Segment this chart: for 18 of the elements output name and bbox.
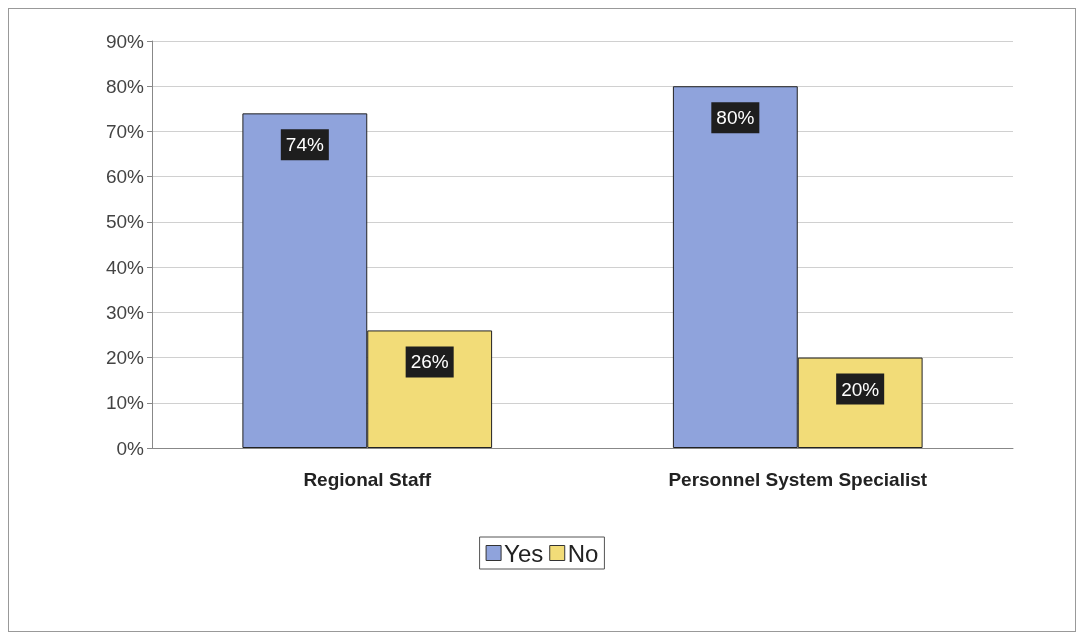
y-tick-label: 10% — [105, 392, 145, 414]
legend-label: Yes — [504, 539, 544, 567]
y-tick-label: 40% — [105, 256, 145, 278]
x-tick-label: Personnel System Specialist — [668, 469, 928, 490]
y-tick-label: 80% — [105, 75, 145, 97]
y-tick-label: 70% — [105, 120, 145, 142]
y-tick-label: 60% — [105, 166, 145, 188]
legend-label: No — [567, 539, 599, 567]
data-label: 20% — [841, 378, 880, 400]
y-tick-label: 20% — [105, 347, 145, 369]
y-tick-label: 0% — [116, 437, 145, 459]
data-label: 80% — [716, 107, 755, 129]
y-tick-label: 90% — [105, 30, 145, 52]
data-label: 26% — [410, 351, 449, 373]
data-label: 74% — [285, 134, 324, 156]
y-tick-label: 30% — [105, 301, 145, 323]
y-tick-label: 50% — [105, 211, 145, 233]
x-tick-label: Regional Staff — [303, 469, 432, 490]
